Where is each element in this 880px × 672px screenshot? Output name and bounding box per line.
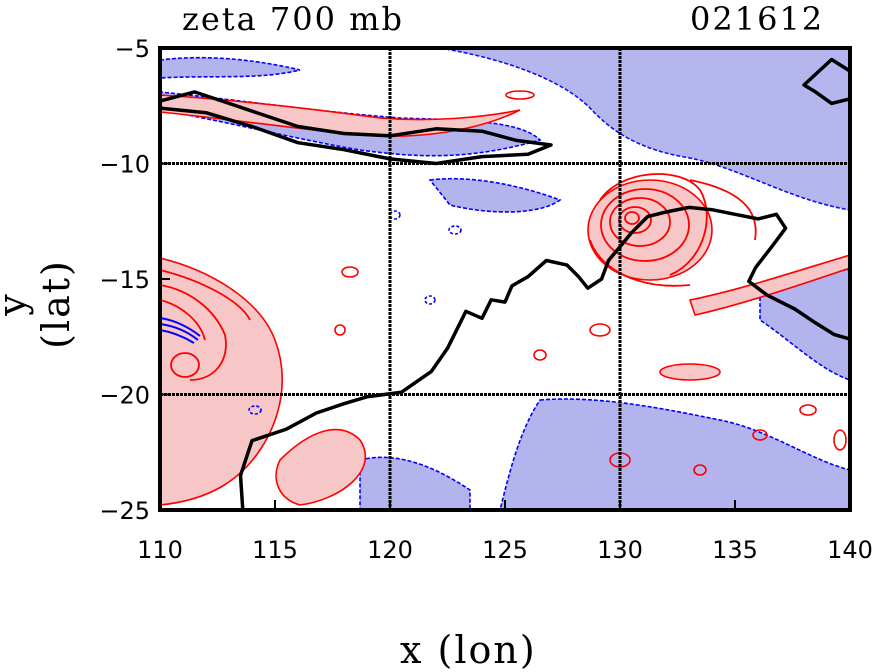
- x-tick-label: 140: [827, 536, 873, 564]
- x-axis-label: x (lon): [400, 628, 537, 672]
- plot-title: zeta 700 mb: [182, 0, 404, 38]
- northeast-island-coastline: [802, 57, 850, 106]
- north-island-coastline: [160, 90, 553, 166]
- axis-ticks: 110 115 120 125 130 135 140 −5 −10 −15 −20 −25: [99, 35, 873, 564]
- y-tick-label: −5: [115, 35, 150, 63]
- timestamp-label: 021612: [690, 0, 825, 38]
- y-tick-label: −20: [99, 382, 150, 410]
- y-tick-label: −10: [99, 151, 150, 179]
- y-tick-label: −15: [99, 266, 150, 294]
- y-tick-label: −25: [99, 497, 150, 525]
- gridlines: [160, 48, 850, 510]
- x-tick-label: 115: [252, 536, 298, 564]
- west-negative-streak: [160, 317, 201, 344]
- x-tick-label: 120: [367, 536, 413, 564]
- x-tick-label: 135: [712, 536, 758, 564]
- cyclone-contours: [589, 173, 757, 287]
- x-tick-label: 125: [482, 536, 528, 564]
- x-tick-label: 110: [137, 536, 183, 564]
- west-system-contours: [160, 269, 251, 381]
- x-tick-label: 130: [597, 536, 643, 564]
